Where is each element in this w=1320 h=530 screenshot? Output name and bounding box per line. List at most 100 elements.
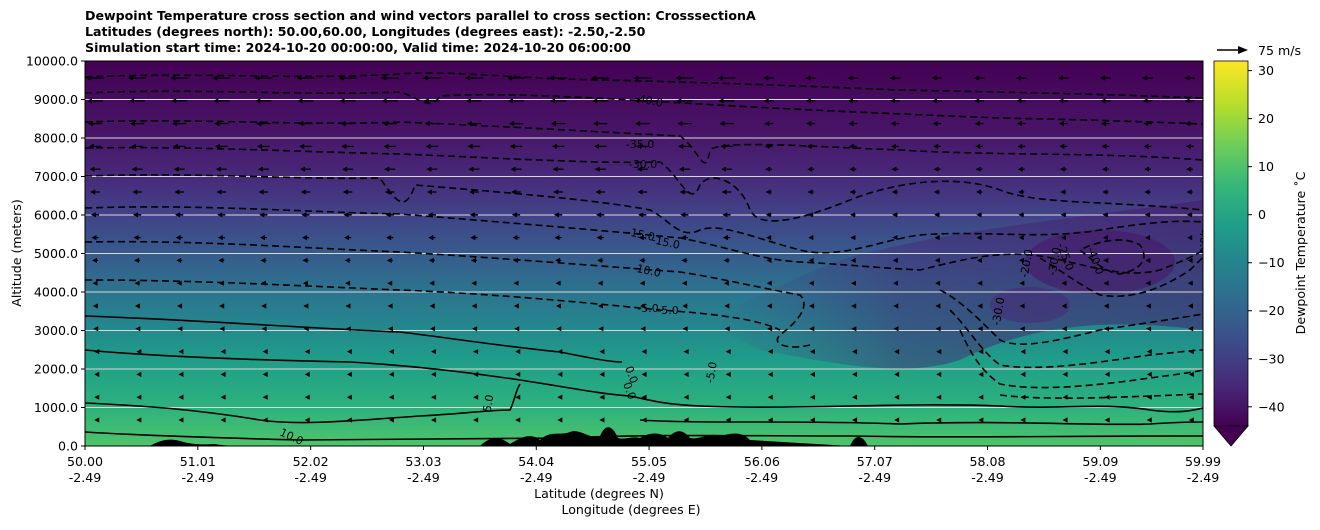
wind-vector-arrow [850, 280, 856, 286]
wind-vector-arrow [86, 98, 104, 104]
dry-pocket [1025, 230, 1175, 294]
wind-vector-arrow [848, 121, 858, 127]
wind-vector-arrow [809, 371, 815, 377]
wind-vector-arrow [346, 394, 352, 400]
wind-vector-arrow [130, 143, 144, 149]
wind-vector-arrow [384, 189, 395, 195]
y-tick-label: 7000.0 [34, 169, 78, 184]
wind-vector-arrow [1186, 166, 1194, 172]
wind-vector-arrow [212, 75, 231, 81]
contour-line-negative [1079, 239, 1145, 275]
wind-vector-arrow [220, 417, 226, 423]
quiver-key-arrow-head [1238, 46, 1248, 54]
wind-vector-arrow [549, 75, 568, 81]
x-tick-label-lon: -2.49 [1084, 470, 1117, 485]
wind-vector-arrow [171, 98, 188, 104]
wind-vector-arrow [894, 417, 900, 423]
wind-vector-arrow [597, 280, 603, 286]
contour-line-negative [85, 174, 1203, 254]
wind-vector-arrow [132, 189, 142, 195]
wind-vector-arrow [808, 235, 814, 241]
colorbar-tick-label: −10 [1258, 255, 1285, 270]
wind-vector-arrow [977, 303, 983, 309]
wind-vector-arrow [387, 326, 393, 332]
wind-vector-arrow [1187, 235, 1193, 241]
wind-vector-arrow [765, 212, 772, 218]
wind-vector-arrow [220, 371, 226, 377]
wind-vector-arrow [262, 394, 268, 400]
wind-vector-arrow [1146, 371, 1152, 377]
wind-vector-arrow [340, 121, 355, 127]
wind-vector-arrow [386, 257, 393, 263]
wind-vector-arrow [806, 143, 815, 149]
wind-vector-arrow [1061, 280, 1067, 286]
y-axis: 0.0 1000.0 2000.0 3000.0 4000.0 5000.0 6000.0 7… [26, 54, 85, 454]
wind-vector-arrow [809, 326, 815, 332]
wind-vector-arrow [257, 166, 269, 172]
wind-vector-arrow [847, 98, 858, 104]
wind-vector-arrow [936, 349, 942, 355]
dry-pocket-2 [990, 287, 1070, 323]
wind-vector-arrow [514, 326, 520, 332]
wind-vector-arrow [1184, 75, 1195, 81]
wind-vector-arrow [90, 189, 100, 195]
wind-vector-arrow [300, 166, 311, 172]
wind-vector-arrow [473, 371, 479, 377]
wind-vector-arrow [809, 349, 815, 355]
wind-vector-arrow [975, 143, 984, 149]
wind-vector-arrow [296, 75, 315, 81]
wind-vector-arrow [346, 349, 352, 355]
wind-vector-arrow [1145, 257, 1151, 263]
wind-vector-arrow [1142, 98, 1153, 104]
contour-label: 5.0 [481, 394, 497, 413]
wind-vector-arrow [550, 98, 567, 104]
wind-vector-arrow [933, 143, 941, 149]
wind-vector-arrow [175, 212, 184, 218]
wind-vector-arrow [767, 349, 773, 355]
wind-vector-arrow [763, 75, 774, 81]
wind-vector-arrow [721, 166, 732, 172]
wind-vector-arrow [894, 349, 900, 355]
wind-vector-arrow [92, 257, 98, 263]
wind-vector-arrow [304, 371, 310, 377]
contour-line-negative [85, 206, 1203, 274]
wind-vector-arrow [176, 257, 183, 263]
wind-vector-arrow [303, 303, 309, 309]
wind-vector-arrow [342, 166, 354, 172]
wind-vector-arrow [634, 98, 651, 104]
wind-vector-arrow [976, 212, 982, 218]
x-tick-label-lon: -2.49 [294, 470, 327, 485]
wind-vector-arrow [593, 143, 607, 149]
colorbar-tick-label: 20 [1258, 111, 1274, 126]
wind-vector-arrow [852, 417, 858, 423]
wind-vector-arrow [384, 166, 396, 172]
wind-vector-arrow [301, 235, 310, 241]
contour-line-negative [939, 289, 1203, 345]
wind-vector-arrow [259, 212, 268, 218]
wind-vector-arrow [974, 121, 984, 127]
wind-vector-arrow [1020, 371, 1026, 377]
colorbar-body [1213, 60, 1249, 427]
contour-line-negative [85, 72, 1203, 99]
wind-vector-arrow [635, 121, 650, 127]
wind-vector-arrow [512, 235, 520, 241]
wind-vector-arrow [676, 98, 693, 104]
wind-vector-arrow [766, 257, 772, 263]
wind-vector-arrow [725, 349, 731, 355]
wind-vector-arrow [1100, 98, 1111, 104]
wind-vector-arrow [1103, 280, 1109, 286]
wind-vector-arrow [805, 98, 816, 104]
wind-vector-arrow [890, 121, 900, 127]
wind-vector-arrow [344, 235, 352, 241]
contour-line-positive [85, 383, 521, 424]
wind-vector-arrow [1146, 326, 1152, 332]
wind-vector-arrow [764, 121, 773, 127]
wind-vector-arrow [215, 143, 228, 149]
wind-vector-arrow [1019, 257, 1025, 263]
wind-vector-arrow [852, 371, 858, 377]
wind-vector-arrow [638, 212, 647, 218]
wind-vector-arrow [90, 212, 100, 218]
wind-vector-arrow [262, 349, 268, 355]
wind-vector-arrow [218, 280, 224, 286]
wind-vector-arrow [1020, 417, 1026, 423]
